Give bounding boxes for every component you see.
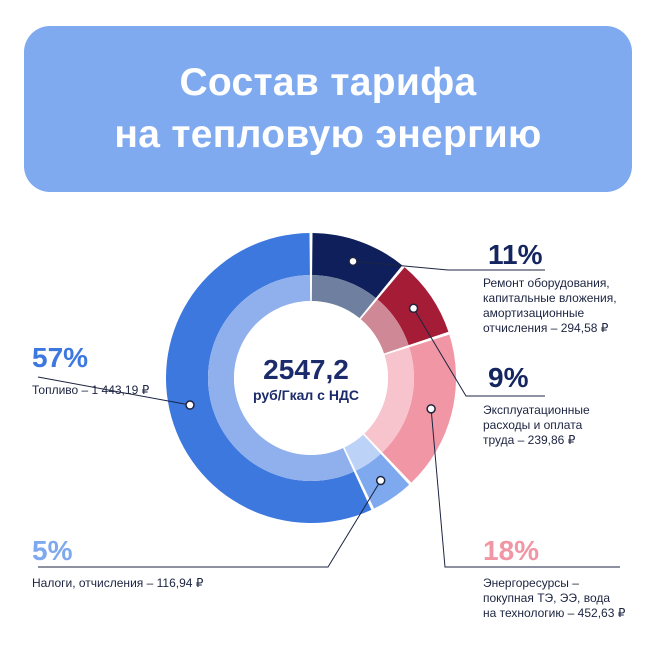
leader-dot-fuel xyxy=(185,400,195,410)
label-repair-line-4: отчисления – 294,58 ₽ xyxy=(483,321,609,335)
title-line-2: на тепловую энергию xyxy=(114,113,542,156)
slice-inner-energy xyxy=(364,347,414,453)
slice-outer-energy xyxy=(382,334,456,483)
chart-center-hole xyxy=(234,301,388,455)
leader-dot-taxes xyxy=(375,475,386,486)
leader-dot-energy xyxy=(426,404,436,414)
title-line-1: Состав тарифа xyxy=(179,61,477,104)
label-operating-percent: 9% xyxy=(488,362,529,393)
leader-line-fuel xyxy=(37,376,191,406)
slice-inner-fuel xyxy=(207,275,354,481)
leader-line-energy xyxy=(430,408,620,568)
label-operating-line-1: Эксплуатационные xyxy=(483,403,590,417)
total-unit: руб/Гкал с НДС xyxy=(252,387,360,403)
label-fuel-line-1: Топливо – 1 443,19 ₽ xyxy=(32,383,150,397)
leader-dot-repair xyxy=(348,256,358,267)
label-operating-line-3: труда – 239,86 ₽ xyxy=(483,433,576,447)
label-taxes-line-1: Налоги, отчисления – 116,94 ₽ xyxy=(32,576,204,590)
slice-outer-repair xyxy=(312,233,403,298)
leader-line-repair xyxy=(352,260,545,271)
leader-line-taxes xyxy=(38,480,382,568)
slice-inner-taxes xyxy=(344,434,381,471)
label-repair-line-2: капитальные вложения, xyxy=(483,291,617,305)
label-repair-line-3: амортизационные xyxy=(483,306,585,320)
slice-outer-fuel xyxy=(166,233,372,524)
total-value: 2547,2 xyxy=(263,354,349,385)
label-repair-line-1: Ремонт оборудования, xyxy=(483,276,610,290)
label-operating-line-2: расходы и оплата xyxy=(483,418,583,432)
slice-inner-repair xyxy=(311,275,376,319)
label-energy-percent: 18% xyxy=(483,535,540,566)
label-energy-line-1: Энергоресурсы – xyxy=(483,576,579,590)
leader-line-operating xyxy=(413,308,545,397)
label-repair-percent: 11% xyxy=(488,239,543,270)
label-taxes-percent: 5% xyxy=(32,535,73,566)
leader-dot-operating xyxy=(408,303,419,314)
label-energy-line-2: покупная ТЭ, ЭЭ, вода xyxy=(483,591,611,605)
slice-inner-operating xyxy=(360,299,409,354)
title-card: Состав тарифа на тепловую энергию xyxy=(24,26,632,192)
label-energy-line-3: на технологию – 452,63 ₽ xyxy=(483,606,626,620)
label-fuel-percent: 57% xyxy=(32,342,89,373)
